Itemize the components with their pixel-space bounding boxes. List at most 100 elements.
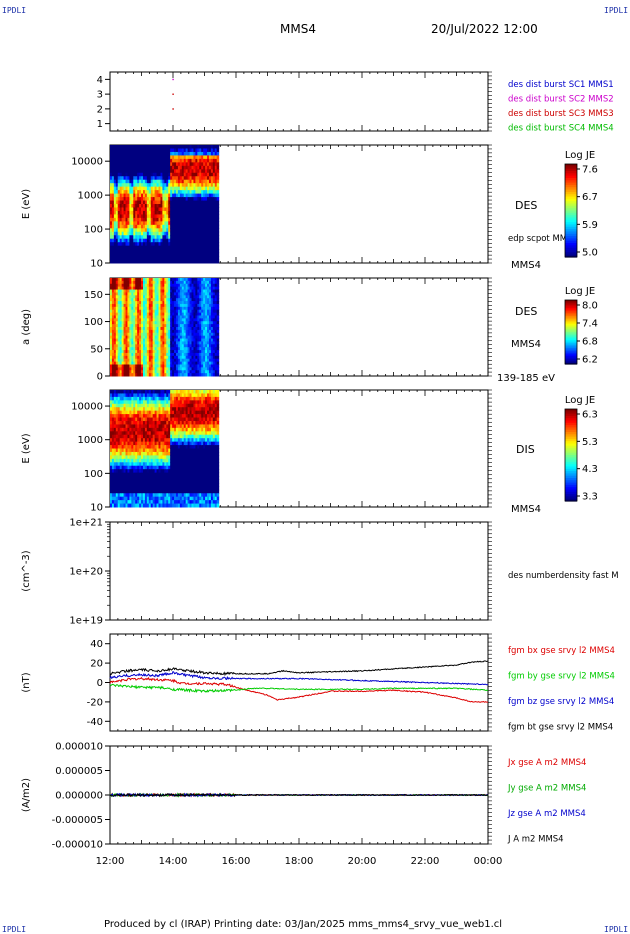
des-pitch-cell [162, 361, 165, 365]
des-energy-cell [210, 172, 214, 177]
des-energy-cell [199, 224, 202, 229]
des-pitch-cell [212, 309, 216, 314]
des-energy-cell [160, 169, 163, 174]
des-energy-cell [191, 228, 194, 233]
des-pitch-cell [172, 355, 175, 360]
des-pitch-cell [216, 335, 220, 340]
des-pitch-cell [207, 352, 210, 357]
des-energy-cell [111, 176, 115, 181]
des-energy-cell [121, 221, 125, 226]
des-pitch-cell [201, 306, 204, 311]
des-pitch-cell [150, 280, 154, 285]
des-energy-cell [172, 235, 175, 240]
des-energy-cell [212, 155, 216, 160]
des-pitch-cell [135, 367, 138, 371]
des-pitch-cell [137, 292, 140, 296]
des-energy-cell [181, 155, 185, 160]
des-pitch-cell [150, 327, 154, 331]
des-energy-cell [125, 165, 128, 170]
des-pitch-cell [172, 335, 175, 340]
des-pitch-cell [156, 289, 160, 293]
dis-energy-cell [135, 472, 138, 477]
des-pitch-cell [205, 335, 208, 340]
des-pitch-spacecraft: MMS4 [511, 339, 541, 350]
des-pitch-cell [191, 309, 194, 314]
des-pitch-cell [142, 327, 146, 331]
des-pitch-cell [162, 315, 165, 319]
des-pitch-cell [203, 373, 206, 377]
des-pitch-cell [183, 315, 187, 319]
des-pitch-cell [113, 295, 117, 299]
des-pitch-cell [189, 318, 193, 322]
des-pitch-cell [179, 329, 183, 334]
des-energy-colorbar-segment [565, 201, 577, 205]
des-energy-cell [183, 228, 187, 233]
des-pitch-cell [203, 370, 206, 374]
des-energy-cell [152, 145, 156, 149]
des-energy-colorbar-segment [565, 229, 577, 233]
des-pitch-cell [133, 338, 136, 342]
des-pitch-cell [129, 347, 132, 351]
des-pitch-cell [207, 361, 210, 365]
des-energy-cell [187, 158, 191, 163]
des-energy-cell [150, 249, 154, 254]
des-energy-cell [123, 231, 127, 236]
des-pitch-cell [139, 324, 142, 328]
des-pitch-cell [216, 352, 220, 357]
des-energy-cell [179, 179, 183, 184]
des-energy-cell [150, 179, 154, 184]
des-energy-cell [129, 252, 132, 257]
des-energy-cell [146, 221, 150, 226]
des-energy-cell [125, 193, 128, 198]
des-energy-cell [123, 221, 127, 226]
des-pitch-cell [208, 286, 212, 291]
des-energy-cell [119, 242, 123, 247]
des-pitch-cell [154, 335, 158, 340]
des-energy-cell [201, 155, 204, 160]
des-pitch-cell [131, 355, 134, 360]
des-energy-cell [181, 238, 185, 243]
des-pitch-cell [207, 358, 210, 363]
des-energy-cell [195, 162, 198, 167]
des-pitch-cell [115, 344, 119, 348]
des-pitch-cell [214, 312, 218, 316]
des-pitch-cell [197, 327, 200, 331]
des-energy-cell [135, 172, 138, 177]
des-energy-cell [146, 259, 150, 264]
des-pitch-cell [168, 286, 171, 291]
des-energy-cell [156, 176, 160, 181]
des-pitch-cell [214, 283, 218, 288]
des-pitch-cell [125, 344, 128, 348]
des-pitch-cell [144, 329, 148, 334]
des-energy-cell [199, 162, 202, 167]
des-pitch-cell [156, 306, 160, 311]
dis-energy-cell [133, 448, 136, 453]
des-pitch-cell [183, 324, 187, 328]
des-energy-cell [177, 200, 181, 205]
des-pitch-cell [154, 367, 158, 371]
dis-energy-cell [117, 448, 121, 453]
des-pitch-cell [133, 278, 136, 282]
des-pitch-cell [185, 370, 189, 374]
des-pitch-cell [137, 327, 140, 331]
des-pitch-cell [127, 324, 130, 328]
des-pitch-cell [175, 332, 179, 337]
des-pitch-cell [208, 347, 212, 351]
dis-energy-cell [117, 486, 121, 491]
burst-marker [172, 78, 174, 81]
des-energy-cell [133, 217, 136, 222]
dis-energy-cell [115, 500, 119, 505]
des-pitch-cell [141, 321, 144, 325]
des-pitch-cell [137, 303, 140, 308]
des-pitch-cell [210, 324, 214, 328]
dis-energy-cell [110, 403, 113, 408]
des-energy-cell [210, 235, 214, 240]
des-energy-cell [185, 179, 189, 184]
des-energy-cell [193, 210, 196, 215]
des-energy-cell [141, 179, 144, 184]
des-energy-cell [144, 176, 148, 181]
des-pitch-cell [127, 303, 130, 308]
des-energy-cell [208, 145, 212, 149]
des-energy-cell [205, 252, 208, 257]
des-pitch-cell [158, 292, 161, 296]
